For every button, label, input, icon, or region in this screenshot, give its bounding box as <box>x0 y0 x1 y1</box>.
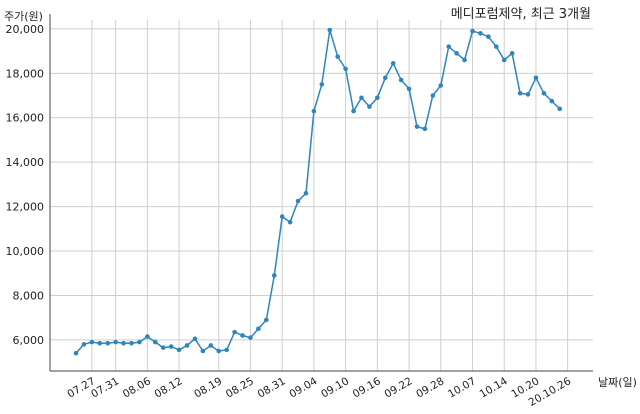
data-point <box>224 347 229 353</box>
data-point <box>271 273 277 278</box>
data-point <box>303 190 309 196</box>
data-point <box>129 340 134 346</box>
x-tick-label: 09.16 <box>351 375 383 401</box>
y-tick-label: 10,000 <box>6 245 45 258</box>
x-tick-label: 09.04 <box>287 375 319 401</box>
data-point <box>359 95 364 101</box>
data-point <box>256 326 261 332</box>
data-point <box>192 336 198 342</box>
x-tick-label: 10.14 <box>478 375 510 401</box>
x-tick-label: 08.19 <box>192 375 224 400</box>
data-point <box>375 95 380 101</box>
data-point <box>168 344 174 349</box>
x-tick-label: 08.12 <box>153 375 185 400</box>
data-point <box>121 340 126 346</box>
data-point <box>81 342 87 347</box>
data-point <box>295 198 301 204</box>
data-point <box>248 335 253 340</box>
data-point <box>184 343 190 348</box>
y-tick-label: 8,000 <box>13 289 45 302</box>
data-point <box>438 83 444 88</box>
data-point <box>549 98 555 104</box>
data-point <box>517 91 523 96</box>
data-point <box>478 31 483 36</box>
data-point <box>335 54 340 59</box>
y-tick-label: 20,000 <box>6 23 45 36</box>
data-point <box>398 77 404 83</box>
data-point <box>287 219 293 225</box>
chart-title: 메디포럼제약, 최근 3개월 <box>451 7 591 22</box>
x-tick-label: 08.25 <box>224 375 256 400</box>
x-tick-label: 08.06 <box>121 375 153 401</box>
data-point <box>145 334 150 339</box>
data-point <box>216 348 222 354</box>
data-point <box>454 51 459 56</box>
y-axis-label: 주가(원) <box>4 10 43 23</box>
grid-lines <box>50 20 593 371</box>
data-point <box>486 34 491 39</box>
data-point <box>89 339 95 345</box>
x-tick-label: 09.28 <box>414 375 446 400</box>
price-series <box>73 27 563 356</box>
data-point <box>557 106 563 112</box>
data-point <box>311 108 317 114</box>
y-tick-label: 18,000 <box>6 67 45 80</box>
data-point <box>493 44 499 49</box>
data-point <box>279 214 285 219</box>
data-point <box>264 317 269 323</box>
y-tick-label: 16,000 <box>6 112 45 125</box>
data-point <box>153 339 158 345</box>
x-tick-label: 07.31 <box>89 375 121 400</box>
data-point <box>208 343 214 348</box>
data-point <box>73 350 79 356</box>
data-point <box>351 108 356 114</box>
data-point <box>240 333 245 338</box>
data-point <box>533 75 539 81</box>
y-tick-labels: 6,000 8,000 10,000 12,000 14,000 16,000 18,000… <box>6 23 45 347</box>
data-point <box>501 57 507 63</box>
data-point <box>200 348 206 354</box>
data-point <box>343 66 348 72</box>
data-point <box>446 44 452 49</box>
x-tick-label: 08.31 <box>256 375 288 400</box>
series-line <box>75 29 561 354</box>
y-tick-label: 6,000 <box>13 334 45 347</box>
data-point <box>319 82 325 87</box>
x-tick-label: 10.07 <box>446 375 478 400</box>
x-tick-label: 09.10 <box>319 375 351 400</box>
data-point <box>232 329 237 335</box>
data-point <box>160 345 166 350</box>
data-point <box>367 104 372 109</box>
data-point <box>97 340 103 346</box>
data-point <box>406 86 412 92</box>
data-point <box>462 57 467 63</box>
data-point <box>382 75 388 81</box>
data-point <box>470 28 475 34</box>
data-point <box>525 92 531 97</box>
x-tick-label: 09.22 <box>383 375 415 400</box>
data-point <box>509 51 515 56</box>
data-point <box>430 93 436 98</box>
data-point <box>414 124 420 129</box>
data-point <box>422 126 428 132</box>
x-axis-label: 날짜(일) <box>598 375 637 389</box>
axes <box>49 14 593 372</box>
data-point <box>541 91 547 96</box>
data-point <box>390 61 396 66</box>
y-tick-label: 12,000 <box>6 201 45 214</box>
data-point <box>176 347 182 353</box>
y-tick-label: 14,000 <box>6 156 45 169</box>
data-point <box>327 27 333 33</box>
data-point <box>113 339 118 345</box>
data-point <box>137 339 142 345</box>
data-point <box>105 340 111 346</box>
